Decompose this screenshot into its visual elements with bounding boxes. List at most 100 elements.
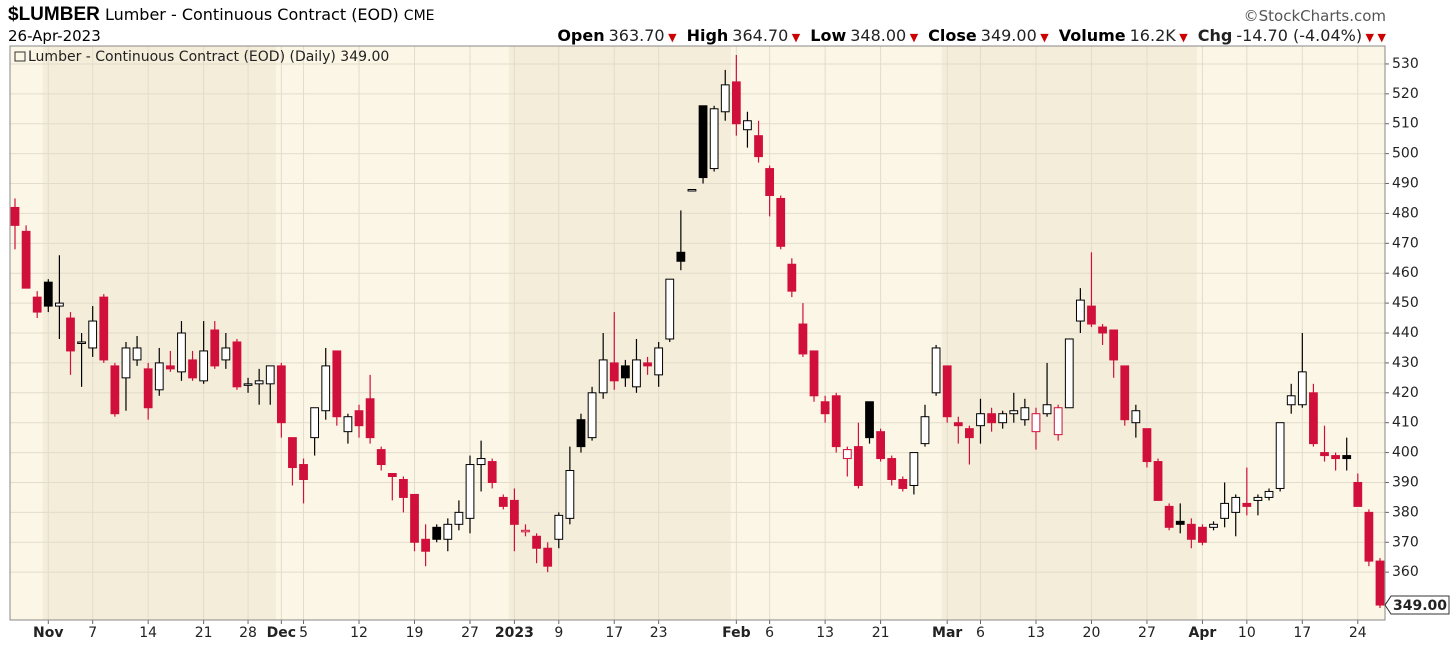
exchange: CME bbox=[403, 8, 435, 24]
candle-body bbox=[965, 428, 974, 439]
stat-value: 16.2K bbox=[1130, 26, 1188, 45]
stat-value: 349.00 bbox=[981, 26, 1049, 45]
candle-body bbox=[532, 535, 541, 549]
x-tick-label: 21 bbox=[195, 625, 213, 641]
x-tick-label: Dec bbox=[267, 625, 296, 641]
candle-body bbox=[132, 347, 142, 361]
x-tick-label: 12 bbox=[350, 625, 368, 641]
y-tick-label: 480 bbox=[1392, 205, 1419, 221]
stat-label: Chg bbox=[1197, 26, 1233, 45]
x-tick-label: 6 bbox=[976, 625, 985, 641]
y-tick-label: 500 bbox=[1392, 146, 1419, 162]
candle-body bbox=[620, 365, 630, 379]
x-tick-label: 20 bbox=[1083, 625, 1101, 641]
candle-body bbox=[554, 514, 564, 540]
candle-body bbox=[1042, 404, 1052, 415]
candle-body bbox=[343, 416, 353, 433]
y-tick-label: 490 bbox=[1392, 176, 1419, 192]
candle-body bbox=[609, 362, 619, 382]
candle-body bbox=[1109, 329, 1119, 361]
candle-body bbox=[1353, 481, 1363, 507]
x-tick-label: Feb bbox=[722, 625, 751, 641]
candle-body bbox=[365, 398, 375, 439]
stat-label: Low bbox=[810, 26, 847, 45]
candle-body bbox=[743, 120, 752, 131]
candle-body bbox=[177, 332, 186, 373]
stat-value: 363.70 bbox=[609, 26, 677, 45]
candle-body bbox=[1231, 496, 1241, 513]
candle-body bbox=[21, 230, 31, 289]
stat-label: Close bbox=[928, 26, 977, 45]
candle-body bbox=[865, 401, 874, 439]
candle-body bbox=[1131, 410, 1141, 424]
candle-body bbox=[32, 296, 42, 313]
candle-body bbox=[931, 347, 941, 394]
candle-body bbox=[265, 365, 275, 385]
candle-body bbox=[909, 452, 919, 486]
y-tick-label: 380 bbox=[1392, 504, 1419, 520]
candle-body bbox=[1053, 407, 1063, 436]
title-line: $LUMBER Lumber - Continuous Contract (EO… bbox=[8, 4, 435, 26]
candle-body bbox=[143, 368, 153, 409]
candle-body bbox=[165, 365, 175, 370]
x-tick-label: 17 bbox=[605, 625, 623, 641]
candle-body bbox=[276, 365, 286, 424]
candle-body bbox=[809, 350, 819, 397]
x-tick-label: 27 bbox=[1138, 625, 1156, 641]
stat: Low 348.00 bbox=[810, 26, 918, 45]
candle-body bbox=[1220, 502, 1230, 519]
candle-body bbox=[1098, 326, 1107, 334]
candle-body bbox=[387, 473, 397, 477]
candle-body bbox=[953, 422, 963, 427]
candle-body bbox=[998, 413, 1008, 424]
candle-body bbox=[221, 347, 231, 361]
x-tick-label: 24 bbox=[1349, 625, 1367, 641]
candle-body bbox=[232, 341, 242, 388]
candle-body bbox=[576, 419, 586, 448]
y-tick-label: 390 bbox=[1392, 474, 1419, 490]
candle-body bbox=[598, 359, 608, 394]
candle-body bbox=[1242, 502, 1252, 507]
x-tick-label: 23 bbox=[650, 625, 668, 641]
candle-body bbox=[521, 529, 530, 533]
candle-body bbox=[1375, 560, 1385, 606]
candle-body bbox=[88, 320, 98, 349]
x-tick-label: 2023 bbox=[495, 625, 534, 641]
candle-body bbox=[632, 359, 641, 388]
candle-body bbox=[454, 511, 464, 525]
candle-body bbox=[1153, 461, 1163, 501]
candle-body bbox=[110, 365, 120, 415]
legend: Lumber - Continuous Contract (EOD) (Dail… bbox=[28, 49, 389, 65]
x-tick-label: 5 bbox=[299, 625, 308, 641]
candle-body bbox=[643, 362, 652, 367]
x-tick-label: 10 bbox=[1238, 625, 1256, 641]
candle-body bbox=[1175, 520, 1185, 525]
y-tick-label: 400 bbox=[1392, 445, 1419, 461]
candle-body bbox=[1198, 526, 1207, 543]
y-tick-label: 460 bbox=[1392, 265, 1419, 281]
stat: Chg -14.70 (-4.04%) bbox=[1198, 26, 1386, 45]
x-tick-label: Apr bbox=[1189, 625, 1217, 641]
candle-body bbox=[410, 493, 419, 543]
candle-body bbox=[99, 296, 109, 361]
candle-body bbox=[288, 437, 297, 469]
candle-body bbox=[487, 461, 497, 483]
symbol: $LUMBER bbox=[8, 4, 100, 25]
candle-body bbox=[665, 278, 675, 340]
y-tick-label: 370 bbox=[1392, 534, 1419, 550]
candle-body bbox=[321, 365, 331, 412]
x-tick-label: 9 bbox=[554, 625, 563, 641]
candle-body bbox=[976, 413, 985, 427]
x-tick-label: 21 bbox=[872, 625, 890, 641]
candle-body bbox=[887, 458, 897, 480]
candle-body bbox=[1297, 371, 1307, 406]
x-tick-label: Mar bbox=[932, 625, 962, 641]
candle-body bbox=[709, 108, 719, 170]
candle-body bbox=[831, 395, 841, 448]
candle-body bbox=[188, 359, 197, 379]
candle-body bbox=[1186, 523, 1196, 540]
candle-body bbox=[820, 401, 830, 415]
candle-body bbox=[121, 347, 131, 379]
